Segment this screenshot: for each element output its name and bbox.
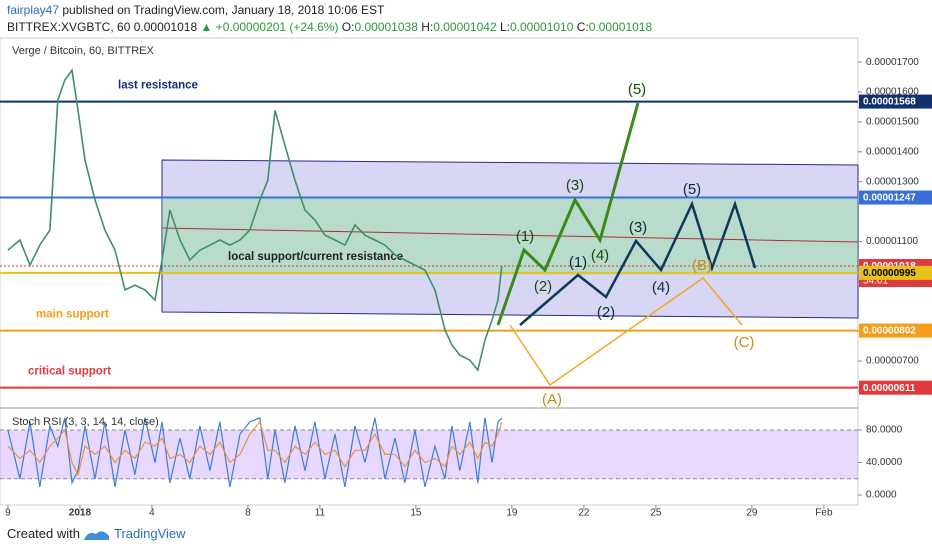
ohlc-value: 0.00001042 (433, 20, 497, 34)
level-name: last resistance (118, 80, 198, 92)
trend-line (161, 227, 859, 243)
wave-label: (3) (566, 177, 584, 194)
wave-label: (B) (692, 257, 712, 274)
ohlc-l: L:0.00001010 (500, 20, 573, 34)
wave-label: (5) (628, 81, 646, 98)
wave-label: (2) (534, 278, 552, 295)
wave-label: (C) (734, 334, 755, 351)
wave-label: (A) (542, 391, 562, 408)
level-label: 0.00000802 (863, 326, 916, 337)
corrective-wave (509, 276, 743, 387)
ohlc-c: C:0.00001018 (577, 20, 652, 34)
chart-title: Verge / Bitcoin, 60, BITTREX (12, 45, 155, 57)
level-label: 0.00000995 (863, 268, 916, 279)
ohlc-value: 0.00001018 (588, 20, 653, 34)
ohlc-h: H:0.00001042 (421, 20, 496, 34)
created: Created with (7, 526, 80, 541)
wave-label: (5) (683, 181, 701, 198)
level-label: 0.00000611 (863, 383, 916, 394)
y-tick-label: 40.0000 (866, 457, 903, 468)
symbol: BITTREX:XVGBTC, 60 (7, 20, 131, 34)
publish-line: fairplay47 published on TradingView.com,… (7, 2, 652, 19)
logo (84, 531, 109, 540)
stoch-panel: 80.0000 40.0000 0.0000 9 2018 4 8 11 15 19 22 25 29 F… (0, 416, 903, 519)
countdown: 54:01 (863, 276, 888, 287)
alternate-wave (519, 200, 757, 326)
series-line (7, 420, 503, 477)
wave-labels: (1) (2) (3) (4) (5) (1) (2) (3) (4) (5) … (516, 81, 755, 408)
x-tick-label: 8 (245, 508, 251, 519)
y-tick-label: 0.00001500 (866, 117, 919, 128)
level-name: main support (36, 309, 109, 321)
header: fairplay47 published on TradingView.com,… (7, 2, 652, 36)
level-label: 0.00001247 (863, 193, 916, 204)
x-tick-label: 4 (149, 508, 155, 519)
ohlc-label: C: (576, 20, 589, 34)
y-tick-label: 0.00000700 (866, 356, 919, 367)
level-label: 0.00001568 (863, 97, 916, 108)
brand[interactable]: TradingView (113, 526, 186, 541)
y-tick-label: 0.00001100 (866, 236, 919, 247)
x-tick-label: 29 (746, 508, 758, 519)
change: ▲ +0.00000201 (+24.6%) (200, 20, 339, 34)
wave-label: (4) (591, 247, 609, 264)
series-line (7, 416, 503, 488)
level-box (859, 380, 932, 395)
wave-label: (1) (516, 228, 534, 245)
y-tick-label: 0.0000 (866, 490, 897, 501)
y-tick-label: 0.00001600 (866, 87, 919, 98)
x-tick-label: 9 (5, 508, 11, 519)
x-tick-label: 15 (410, 508, 422, 519)
ohlc-o: O:0.00001038 (342, 20, 418, 34)
y-tick-label: 0.00001400 (866, 146, 919, 157)
level-box (859, 190, 932, 205)
indicator-title: Stoch RSI (3, 3, 14, 14, close) (12, 416, 159, 428)
last: 0.00001018 (133, 20, 198, 34)
x-tick-label: 25 (650, 508, 662, 519)
level-box (859, 94, 932, 109)
level-name: critical support (28, 366, 111, 378)
main-panel: 0.00001700 0.00001600 0.00001500 0.00001400… (0, 57, 932, 397)
series-line (7, 68, 503, 372)
ohlc-value: 0.00001038 (354, 20, 418, 34)
ohlc-value: 0.00001010 (509, 20, 574, 34)
x-tick-label: 2018 (69, 508, 92, 519)
logo-cloud (84, 531, 109, 540)
ohlc-label: O: (341, 20, 355, 34)
x-tick-label: 11 (315, 508, 326, 519)
ohlc-label: H: (421, 20, 434, 34)
y-tick-label: 80.0000 (866, 425, 903, 436)
author[interactable]: fairplay47 (7, 3, 60, 17)
footer: Created with TradingView (7, 526, 186, 541)
chart: 0.00001700 0.00001600 0.00001500 0.00001400… (0, 37, 932, 519)
quote-line: BITTREX:XVGBTC, 60 0.00001018 ▲ +0.00000… (7, 19, 652, 36)
zone (162, 198, 858, 275)
level-box (859, 323, 932, 338)
impulse-wave (496, 102, 640, 326)
level-name: local support/current resistance (228, 251, 403, 263)
published: published on TradingView.com, January 18… (62, 3, 385, 17)
level-box (859, 265, 932, 280)
x-tick-label: Feb (815, 508, 833, 519)
x-tick-label: 22 (578, 508, 590, 519)
wave-label: (4) (652, 279, 670, 296)
wave-label: (3) (629, 219, 647, 236)
wave-label: (2) (597, 304, 615, 321)
x-tick-label: 19 (506, 508, 518, 519)
ohlc-label: L: (499, 20, 510, 34)
y-tick-label: 0.00001700 (866, 57, 919, 68)
wave-label: (1) (569, 254, 587, 271)
y-tick-label: 0.00001300 (866, 176, 919, 187)
